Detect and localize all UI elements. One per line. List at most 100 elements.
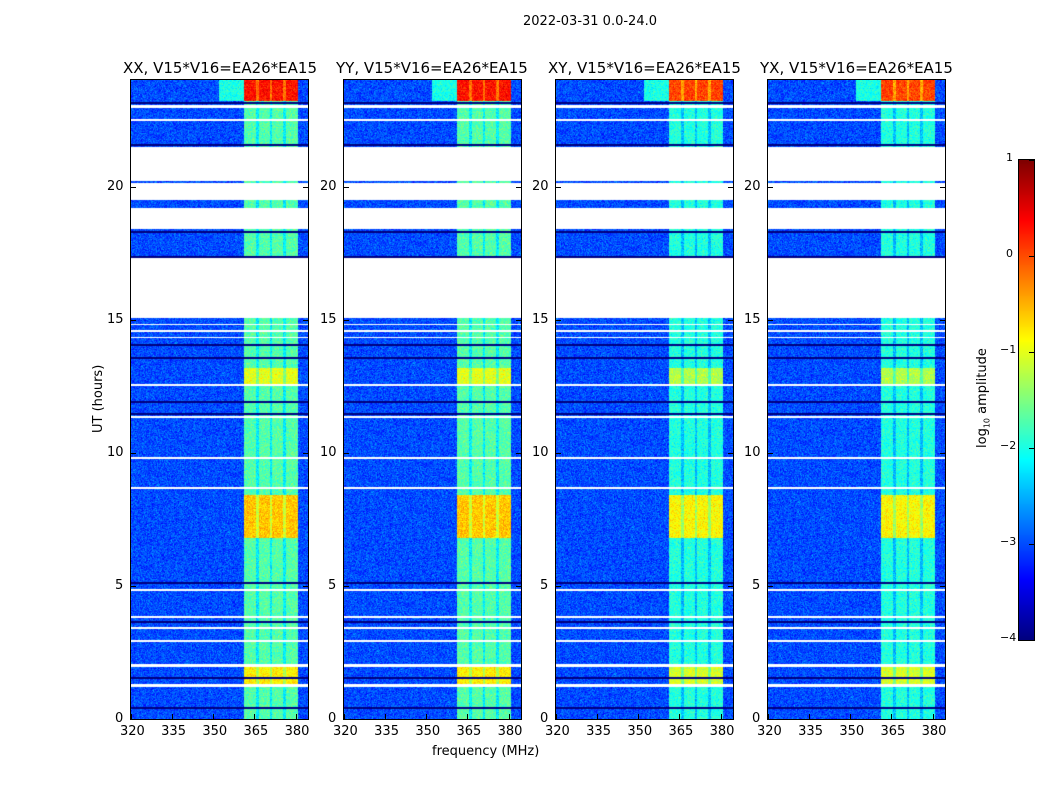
panel-frame-0 xyxy=(130,79,309,720)
y-tick-label-0-4: 20 xyxy=(107,178,124,194)
x-tick-3-3 xyxy=(891,714,893,719)
colorbar xyxy=(1019,160,1034,640)
y-tick-r-1-0 xyxy=(516,719,521,720)
y-tick-label-0-0: 0 xyxy=(115,711,124,726)
panel-frame-3 xyxy=(767,79,946,720)
colorbar-tick-0 xyxy=(1029,160,1034,161)
y-tick-r-0-2 xyxy=(303,452,308,454)
colorbar-tick-label-2: −1 xyxy=(1000,343,1017,356)
y-tick-label-1-4: 20 xyxy=(320,178,337,194)
x-tick-label-2-3: 365 xyxy=(668,724,694,739)
panel-title-3: YX, V15*V16=EA26*EA15 xyxy=(760,59,953,77)
y-tick-0-2 xyxy=(131,452,136,454)
colorbar-tick-label-4: −3 xyxy=(1000,535,1017,548)
x-tick-label-2-2: 350 xyxy=(627,724,653,739)
x-tick-label-1-0: 320 xyxy=(333,724,358,739)
x-tick-label-0-3: 365 xyxy=(243,724,269,739)
y-tick-label-2-2: 10 xyxy=(532,444,549,460)
y-tick-r-0-4 xyxy=(303,186,308,188)
colorbar-tick-3 xyxy=(1029,448,1034,449)
colorbar-label: log10 amplitude xyxy=(975,348,992,448)
y-tick-label-3-3: 15 xyxy=(744,311,761,327)
x-tick-label-3-4: 380 xyxy=(921,724,947,739)
y-tick-1-3 xyxy=(344,319,349,321)
x-tick-label-0-4: 380 xyxy=(284,724,310,739)
y-tick-label-1-3: 15 xyxy=(320,311,337,327)
x-tick-0-1 xyxy=(172,714,174,719)
y-tick-r-2-2 xyxy=(728,452,733,454)
y-tick-label-1-1: 5 xyxy=(328,577,337,593)
x-tick-label-1-1: 335 xyxy=(374,724,399,739)
x-tick-1-2 xyxy=(426,714,428,719)
x-tick-2-2 xyxy=(638,714,640,719)
x-tick-3-4 xyxy=(932,714,934,719)
x-tick-1-4 xyxy=(508,714,510,719)
colorbar-tick-4 xyxy=(1029,544,1034,545)
y-tick-r-0-1 xyxy=(303,585,308,587)
panel-frame-1 xyxy=(343,79,522,720)
y-tick-1-0 xyxy=(344,719,349,720)
y-tick-label-3-1: 5 xyxy=(752,577,761,593)
x-tick-3-1 xyxy=(809,714,811,719)
y-tick-r-3-4 xyxy=(940,186,945,188)
colorbar-label-sub: 10 xyxy=(982,417,992,429)
y-tick-3-1 xyxy=(768,585,773,587)
x-tick-label-2-1: 335 xyxy=(586,724,611,739)
y-tick-r-0-0 xyxy=(303,719,308,720)
y-tick-r-1-2 xyxy=(516,452,521,454)
y-tick-label-3-2: 10 xyxy=(744,444,761,460)
y-tick-3-3 xyxy=(768,319,773,321)
y-tick-r-1-3 xyxy=(516,319,521,321)
y-tick-label-0-1: 5 xyxy=(115,577,124,593)
y-tick-2-0 xyxy=(556,719,561,720)
x-tick-label-1-2: 350 xyxy=(415,724,441,739)
y-tick-2-4 xyxy=(556,186,561,188)
x-tick-label-3-3: 365 xyxy=(880,724,906,739)
y-tick-r-3-2 xyxy=(940,452,945,454)
y-tick-label-3-0: 0 xyxy=(752,711,761,726)
x-tick-label-1-4: 380 xyxy=(497,724,523,739)
colorbar-tick-label-0: 1 xyxy=(1006,151,1013,164)
y-tick-2-2 xyxy=(556,452,561,454)
y-tick-r-3-1 xyxy=(940,585,945,587)
x-tick-2-0 xyxy=(556,714,557,719)
x-tick-1-3 xyxy=(467,714,469,719)
y-tick-0-3 xyxy=(131,319,136,321)
x-tick-0-4 xyxy=(295,714,297,719)
colorbar-tick-label-3: −2 xyxy=(1000,439,1017,452)
y-tick-0-1 xyxy=(131,585,136,587)
x-tick-label-3-1: 335 xyxy=(798,724,823,739)
y-tick-3-2 xyxy=(768,452,773,454)
x-tick-label-0-0: 320 xyxy=(120,724,145,739)
x-tick-label-0-1: 335 xyxy=(161,724,186,739)
y-tick-label-2-1: 5 xyxy=(540,577,549,593)
y-tick-label-0-3: 15 xyxy=(107,311,124,327)
x-tick-label-1-3: 365 xyxy=(456,724,482,739)
colorbar-tick-label-1: 0 xyxy=(1006,247,1013,260)
x-tick-1-1 xyxy=(385,714,387,719)
y-tick-r-2-4 xyxy=(728,186,733,188)
y-tick-1-4 xyxy=(344,186,349,188)
x-tick-label-3-0: 320 xyxy=(757,724,782,739)
y-axis-label: UT (hours) xyxy=(91,364,106,433)
spectrogram-2 xyxy=(556,80,733,719)
panel-title-1: YY, V15*V16=EA26*EA15 xyxy=(336,59,528,77)
x-tick-0-2 xyxy=(213,714,215,719)
y-tick-0-0 xyxy=(131,719,136,720)
x-tick-2-3 xyxy=(679,714,681,719)
x-tick-3-2 xyxy=(850,714,852,719)
panel-title-2: XY, V15*V16=EA26*EA15 xyxy=(548,59,741,77)
y-tick-r-3-3 xyxy=(940,319,945,321)
y-tick-r-2-0 xyxy=(728,719,733,720)
x-axis-label: frequency (MHz) xyxy=(432,744,540,759)
y-tick-3-0 xyxy=(768,719,773,720)
y-tick-r-1-1 xyxy=(516,585,521,587)
spectrogram-0 xyxy=(131,80,308,719)
y-tick-0-4 xyxy=(131,186,136,188)
x-tick-label-2-0: 320 xyxy=(545,724,570,739)
x-tick-label-2-4: 380 xyxy=(709,724,735,739)
x-tick-0-0 xyxy=(131,714,132,719)
x-tick-label-0-2: 350 xyxy=(202,724,228,739)
colorbar-tick-2 xyxy=(1029,352,1034,353)
